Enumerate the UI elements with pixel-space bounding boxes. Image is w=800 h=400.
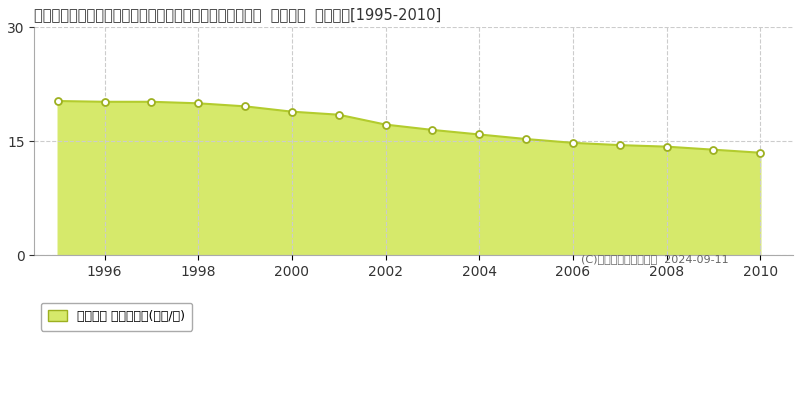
Text: 栃木県下都賀郡野木町大字潤島字若林裏８００番２７３外  地価公示  地価推移[1995-2010]: 栃木県下都賀郡野木町大字潤島字若林裏８００番２７３外 地価公示 地価推移[199… xyxy=(34,7,442,22)
Text: (C)土地価格ドットコム  2024-09-11: (C)土地価格ドットコム 2024-09-11 xyxy=(581,254,728,264)
Legend: 地価公示 平均坪単価(万円/坪): 地価公示 平均坪単価(万円/坪) xyxy=(41,303,192,331)
